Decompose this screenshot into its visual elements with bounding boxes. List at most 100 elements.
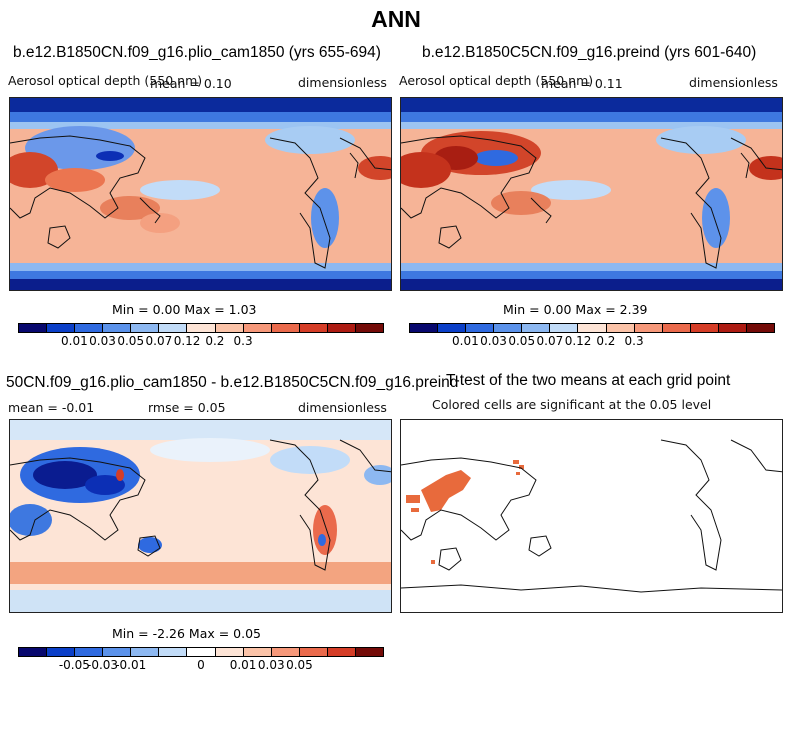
colorbar-swatch <box>19 648 48 656</box>
colorbar-swatch <box>103 324 132 332</box>
colorbar-tick-label: 0.2 <box>205 334 225 348</box>
mean-label-top-right: mean = 0.11 <box>541 76 623 91</box>
panel-title-bottom-left: 50CN.f09_g16.plio_cam1850 - b.e12.B1850C… <box>6 374 459 391</box>
variable-label-top-left: Aerosol optical depth (550 nm) <box>8 73 203 88</box>
antarctic-band <box>10 279 391 290</box>
aod-map-preind <box>401 98 782 290</box>
colorbar-tick-label: 0.07 <box>145 334 173 348</box>
colorbar-tick-label: 0.03 <box>89 334 116 348</box>
coastlines <box>401 135 782 269</box>
colorbar-swatch <box>466 324 495 332</box>
antarctic-band <box>401 279 782 290</box>
panel-subtitle-bottom-right: Colored cells are significant at the 0.0… <box>432 397 712 412</box>
map-bottom-right <box>400 419 783 613</box>
minmax-top-left: Min = 0.00 Max = 1.03 <box>112 302 257 317</box>
colorbar-bottom-left <box>18 647 384 657</box>
colorbar-swatch <box>131 648 160 656</box>
colorbar-tick-label: 0.05 <box>286 658 313 672</box>
colorbar-swatch <box>327 324 356 332</box>
coastlines <box>10 439 391 571</box>
units-label-top-right: dimensionless <box>689 75 778 90</box>
colorbar-swatch <box>271 648 300 656</box>
significant-region-africa <box>421 470 471 512</box>
colorbar-swatch <box>75 324 104 332</box>
aod-map-control <box>10 98 391 290</box>
arctic-band <box>10 98 391 112</box>
colorbar-tick-label: 0.3 <box>233 334 253 348</box>
colorbar-swatch <box>438 324 467 332</box>
colorbar-swatch <box>746 324 775 332</box>
significant-cell <box>431 560 435 564</box>
mean-label-top-left: mean = 0.10 <box>150 76 232 91</box>
map-bottom-left <box>9 419 392 613</box>
variable-label-top-right: Aerosol optical depth (550 nm) <box>399 73 594 88</box>
colorbar-swatch <box>662 324 691 332</box>
colorbar-swatch <box>299 648 328 656</box>
colorbar-swatch <box>550 324 579 332</box>
colorbar-swatch <box>494 324 523 332</box>
significant-cell <box>411 508 419 512</box>
significant-cell <box>513 460 519 464</box>
colorbar-swatch <box>634 324 663 332</box>
significant-cell <box>519 465 524 469</box>
colorbar-swatch <box>47 324 76 332</box>
aod-difference-map <box>10 420 391 612</box>
mean-label-bottom-left: mean = -0.01 <box>8 400 95 415</box>
colorbar-tick-label: 0.12 <box>173 334 201 348</box>
colorbar-swatch <box>271 324 300 332</box>
colorbar-tick-label: 0.01 <box>61 334 88 348</box>
colorbar-swatch <box>410 324 439 332</box>
colorbar-swatch <box>355 648 384 656</box>
significant-cell <box>516 472 520 475</box>
colorbar-tick-label: 0.03 <box>480 334 507 348</box>
colorbar-swatch <box>690 324 719 332</box>
colorbar-swatch <box>75 648 104 656</box>
southern-ocean-band <box>10 562 391 584</box>
colorbar-tick-label: 0.03 <box>257 658 285 672</box>
colorbar-swatch <box>299 324 328 332</box>
colorbar-tick-label: 0.12 <box>564 334 592 348</box>
coastlines <box>10 135 391 269</box>
colorbar-swatch <box>355 324 384 332</box>
south-america-field <box>702 188 730 248</box>
colorbar-tick-label: 0 <box>197 658 205 672</box>
colorbar-tick-label: 0.05 <box>117 334 145 348</box>
panel-title-bottom-right: T-test of the two means at each grid poi… <box>446 372 731 389</box>
colorbar-swatch <box>522 324 551 332</box>
colorbar-swatch <box>578 324 607 332</box>
colorbar-tick-label: 0.3 <box>624 334 644 348</box>
minmax-top-right: Min = 0.00 Max = 2.39 <box>503 302 648 317</box>
colorbar-labels-top-left: 0.01 0.03 0.05 0.07 0.12 0.2 0.3 <box>18 334 384 350</box>
colorbar-tick-label: 0.05 <box>508 334 536 348</box>
sahara-aerosol <box>401 152 451 188</box>
panel-title-top-left: b.e12.B1850CN.f09_g16.plio_cam1850 (yrs … <box>13 44 381 61</box>
colorbar-swatch <box>718 324 747 332</box>
colorbar-swatch <box>47 648 76 656</box>
colorbar-swatch <box>187 324 216 332</box>
colorbar-tick-label: -0.05 <box>58 658 90 672</box>
colorbar-tick-label: -0.01 <box>115 658 147 672</box>
map-top-left <box>9 97 392 291</box>
arctic-band <box>401 98 782 112</box>
rmse-label-bottom-left: rmse = 0.05 <box>148 400 226 415</box>
colorbar-tick-label: 0.01 <box>229 658 257 672</box>
colorbar-top-left <box>18 323 384 333</box>
map-top-right <box>400 97 783 291</box>
colorbar-tick-label: 0.2 <box>596 334 616 348</box>
panel-title-top-right: b.e12.B1850C5CN.f09_g16.preind (yrs 601-… <box>422 44 757 61</box>
colorbar-swatch <box>159 324 188 332</box>
coastlines <box>401 439 782 593</box>
colorbar-tick-label: 0.07 <box>536 334 564 348</box>
colorbar-swatch <box>103 648 132 656</box>
units-label-bottom-left: dimensionless <box>298 400 387 415</box>
colorbar-labels-top-right: 0.01 0.03 0.05 0.07 0.12 0.2 0.3 <box>409 334 775 350</box>
colorbar-swatch <box>187 648 216 656</box>
colorbar-labels-bottom-left: -0.05 -0.03 -0.01 0 0.01 0.03 0.05 <box>18 658 384 674</box>
colorbar-top-right <box>409 323 775 333</box>
figure-title: ANN <box>371 6 421 32</box>
colorbar-swatch <box>19 324 48 332</box>
colorbar-swatch <box>215 324 244 332</box>
minmax-bottom-left: Min = -2.26 Max = 0.05 <box>112 626 262 641</box>
colorbar-tick-label: 0.01 <box>452 334 479 348</box>
ttest-significance-map <box>401 420 782 612</box>
